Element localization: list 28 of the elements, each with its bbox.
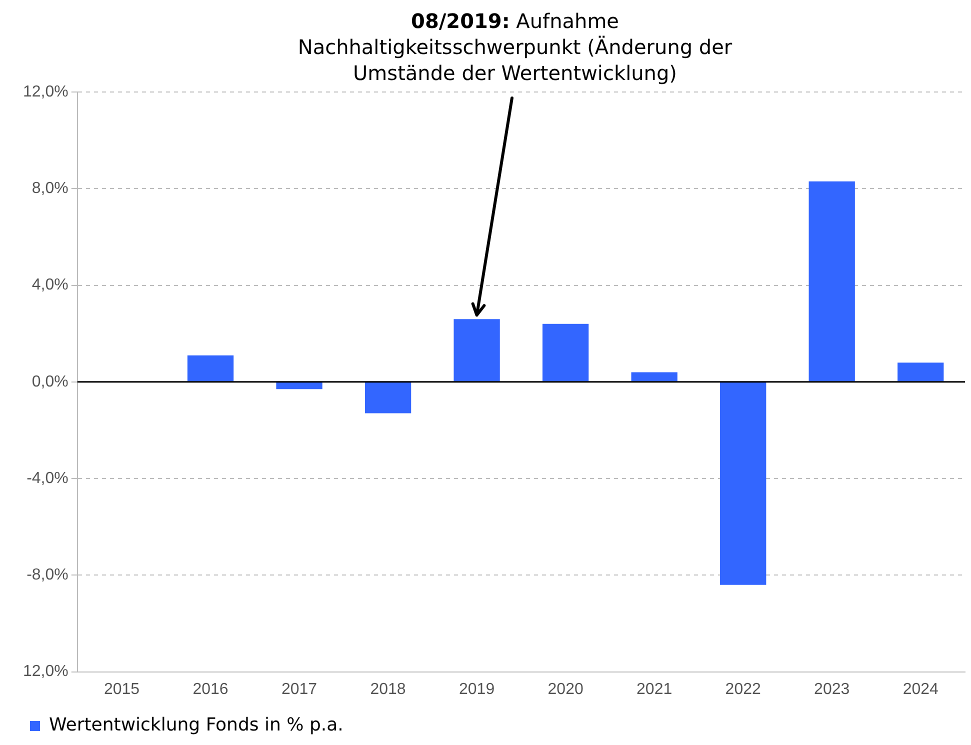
x-tick-label: 2016 <box>192 680 228 698</box>
bar <box>276 382 322 390</box>
x-tick-label: 2019 <box>459 680 495 698</box>
y-tick-label: -4,0% <box>26 470 68 487</box>
x-tick-label: 2017 <box>281 680 318 698</box>
bar <box>364 382 412 414</box>
annotation: 08/2019: Aufnahme Nachhaltigkeitsschwerpunkt (Änderung der Umstände der Wertentwicklung) <box>298 9 733 85</box>
x-tick-label: 2024 <box>902 680 939 698</box>
bar <box>720 382 766 585</box>
bar <box>542 324 589 382</box>
bar <box>631 372 678 382</box>
x-tick-label: 2023 <box>814 680 850 698</box>
bar <box>898 362 944 382</box>
legend-label: Wertentwicklung Fonds in % p.a. <box>49 714 344 736</box>
y-tick-label: 12,0% <box>22 663 68 680</box>
x-tick-label: 2021 <box>636 680 672 698</box>
y-tick-label: 12,0% <box>22 83 68 100</box>
y-tick-label: 4,0% <box>32 276 68 294</box>
bar <box>454 319 500 382</box>
y-tick-label: -8,0% <box>26 566 68 584</box>
x-tick-label: 2022 <box>725 680 761 698</box>
x-tick-label: 2020 <box>548 680 584 698</box>
y-tick-label: 0,0% <box>32 373 68 390</box>
x-tick-label: 2018 <box>370 680 406 698</box>
y-tick-label: 8,0% <box>32 180 68 198</box>
bar <box>187 355 234 382</box>
x-tick-label: 2015 <box>104 680 140 698</box>
bar <box>808 181 855 382</box>
